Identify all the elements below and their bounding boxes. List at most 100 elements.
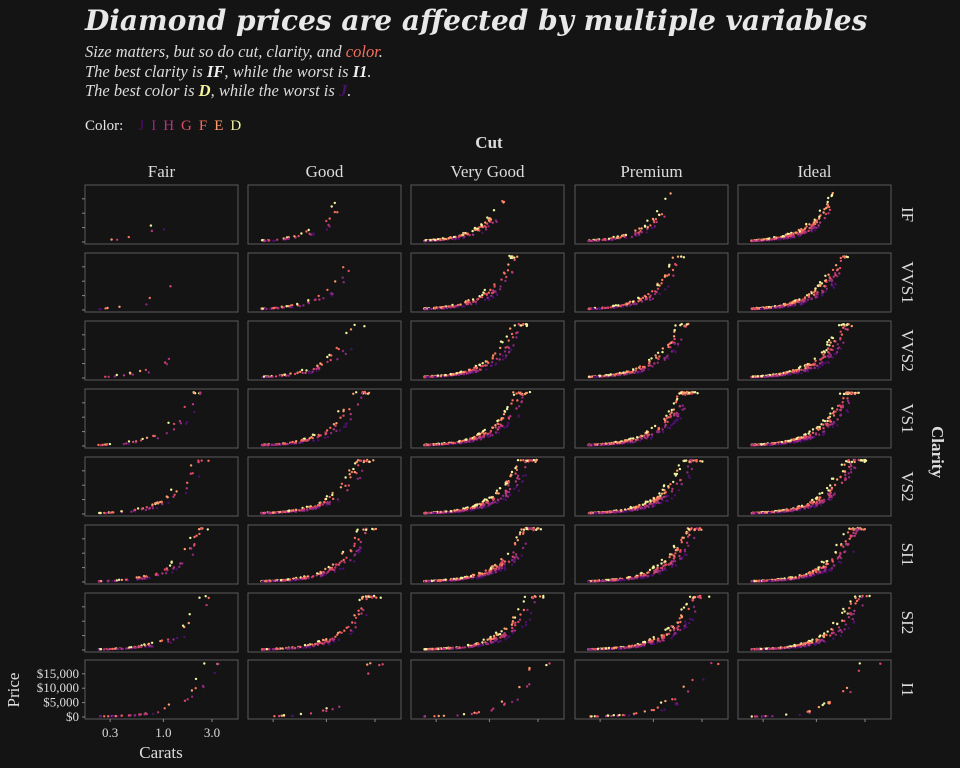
point-J	[663, 568, 667, 571]
panel-Premium-VVS1	[574, 252, 729, 313]
point-I	[512, 344, 515, 347]
point-G	[679, 550, 682, 553]
point-G	[598, 511, 601, 515]
point-I	[813, 366, 816, 370]
point-D	[325, 495, 329, 498]
point-J	[668, 427, 672, 430]
point-F	[343, 629, 346, 632]
point-D	[481, 293, 484, 297]
point-E	[619, 372, 623, 375]
point-F	[665, 274, 669, 277]
point-J	[650, 435, 654, 439]
point-E	[589, 579, 593, 583]
point-I	[156, 437, 160, 440]
point-G	[492, 498, 495, 501]
point-F	[794, 301, 797, 304]
point-I	[617, 510, 621, 514]
point-F	[494, 352, 497, 355]
point-F	[654, 217, 658, 221]
point-F	[686, 531, 689, 534]
point-D	[516, 459, 520, 462]
point-E	[367, 391, 371, 395]
point-I	[795, 439, 798, 443]
point-F	[317, 433, 320, 437]
point-E	[353, 614, 356, 617]
point-D	[830, 336, 833, 339]
point-D	[864, 458, 867, 462]
point-F	[195, 534, 198, 537]
point-H	[514, 480, 518, 483]
point-I	[430, 307, 433, 311]
point-G	[335, 563, 338, 566]
point-J	[771, 306, 775, 310]
point-F	[152, 434, 155, 438]
point-D	[355, 391, 358, 394]
point-I	[271, 443, 275, 446]
point-J	[183, 635, 186, 639]
point-H	[133, 646, 136, 649]
point-J	[156, 507, 159, 510]
point-D	[445, 510, 448, 513]
point-J	[792, 441, 795, 444]
point-E	[670, 411, 673, 414]
point-F	[522, 459, 525, 462]
point-E	[307, 643, 310, 647]
point-H	[828, 279, 831, 282]
point-E	[804, 367, 807, 370]
point-G	[639, 367, 642, 371]
point-J	[437, 307, 441, 310]
panel-Very Good-IF	[410, 184, 565, 245]
panel-border	[737, 184, 892, 245]
point-D	[539, 528, 543, 531]
point-H	[818, 570, 821, 573]
point-H	[852, 531, 855, 534]
point-D	[99, 511, 102, 515]
panel-Premium-VVS2	[574, 320, 729, 381]
point-G	[494, 426, 497, 429]
point-I	[832, 420, 835, 424]
point-D	[461, 576, 464, 580]
point-D	[280, 578, 283, 582]
point-G	[104, 375, 107, 378]
point-F	[809, 501, 812, 504]
point-J	[504, 498, 508, 502]
point-E	[187, 621, 190, 625]
point-H	[671, 487, 674, 491]
point-F	[855, 391, 859, 395]
point-I	[812, 226, 815, 230]
point-G	[838, 404, 841, 407]
point-F	[438, 579, 441, 582]
point-I	[503, 350, 507, 353]
point-G	[654, 570, 657, 574]
point-H	[775, 305, 778, 309]
point-H	[610, 579, 613, 582]
point-H	[844, 473, 847, 477]
point-D	[821, 491, 824, 495]
point-D	[818, 425, 821, 429]
panel-Good-VS1	[247, 388, 402, 449]
legend-entry-H: H	[163, 118, 175, 134]
point-D	[768, 373, 772, 377]
point-F	[488, 569, 491, 572]
point-F	[369, 595, 372, 598]
point-J	[670, 565, 674, 569]
point-G	[423, 511, 426, 515]
point-E	[151, 503, 154, 506]
point-E	[682, 536, 685, 539]
point-H	[514, 553, 518, 556]
point-D	[687, 391, 691, 394]
point-D	[826, 559, 829, 563]
point-G	[353, 542, 356, 545]
point-I	[486, 296, 489, 299]
point-J	[596, 375, 600, 379]
point-I	[693, 536, 696, 540]
point-F	[669, 483, 672, 486]
point-E	[99, 579, 103, 583]
point-J	[798, 508, 802, 512]
point-D	[127, 440, 131, 443]
point-I	[686, 465, 690, 468]
point-I	[349, 559, 352, 562]
point-D	[355, 530, 358, 533]
point-J	[261, 580, 264, 583]
panel-border	[410, 388, 565, 449]
